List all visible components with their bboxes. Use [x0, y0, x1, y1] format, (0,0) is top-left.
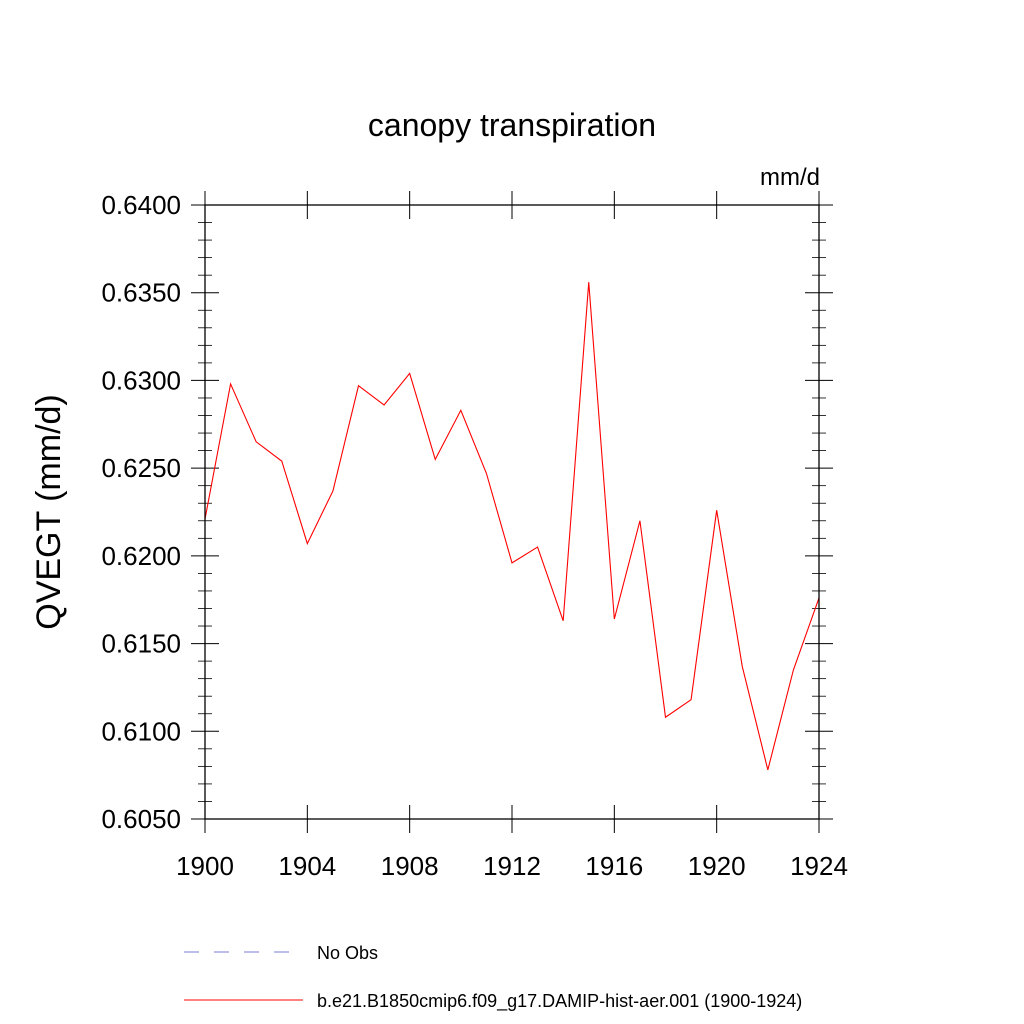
x-tick-label: 1912	[483, 851, 541, 881]
x-tick-label: 1900	[176, 851, 234, 881]
y-tick-label: 0.6350	[101, 278, 181, 308]
plot-frame	[204, 204, 820, 820]
y-tick-label: 0.6400	[101, 190, 181, 220]
series-line	[204, 282, 820, 771]
x-tick-label: 1908	[381, 851, 439, 881]
x-tick-label: 1916	[585, 851, 643, 881]
y-tick-label: 0.6250	[101, 453, 181, 483]
y-tick-labels: 0.6050 0.6100 0.6150 0.6200 0.6250 0.6300 0.63…	[101, 190, 181, 834]
legend: No Obs b.e21.B1850cmip6.f09_g17.DAMIP-his…	[184, 943, 802, 1012]
legend-label: No Obs	[317, 943, 378, 963]
y-tick-label: 0.6200	[101, 541, 181, 571]
x-tick-label: 1920	[688, 851, 746, 881]
x-tick-label: 1904	[278, 851, 336, 881]
y-tick-label: 0.6100	[101, 716, 181, 746]
y-tick-label: 0.6050	[101, 804, 181, 834]
y-tick-label: 0.6150	[101, 629, 181, 659]
units-label: mm/d	[760, 164, 820, 191]
x-tick-labels: 1900 1904 1908 1912 1916 1920 1924	[176, 851, 848, 881]
tick-marks	[191, 191, 833, 833]
series-layer	[204, 282, 820, 771]
x-tick-label: 1924	[790, 851, 848, 881]
legend-label: b.e21.B1850cmip6.f09_g17.DAMIP-hist-aer.…	[317, 991, 802, 1012]
y-axis-label: QVEGT (mm/d)	[30, 394, 68, 630]
chart-title: canopy transpiration	[368, 107, 656, 143]
y-tick-label: 0.6300	[101, 365, 181, 395]
